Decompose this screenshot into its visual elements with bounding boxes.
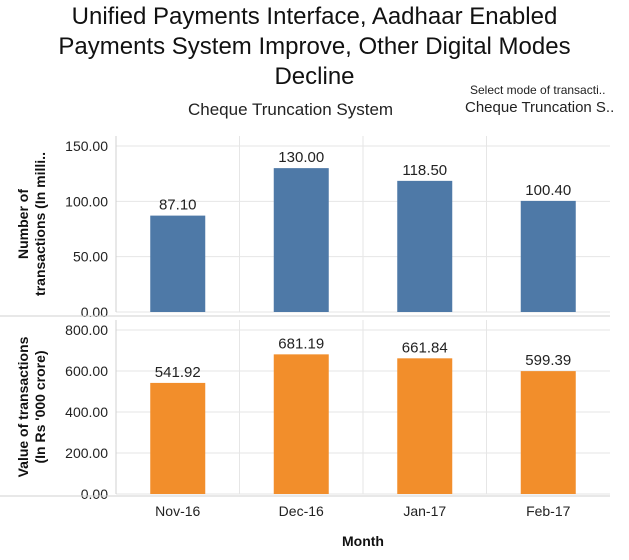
y-axis-title: Value of transactions	[15, 336, 31, 477]
x-tick-label: Jan-17	[403, 503, 446, 519]
title-line-1: Unified Payments Interface, Aadhaar Enab…	[71, 3, 558, 30]
data-label: 130.00	[278, 149, 324, 166]
title-line-2: Payments System Improve, Other Digital M…	[58, 33, 571, 60]
x-axis-title: Month	[342, 533, 384, 549]
y-tick-label: 100.00	[65, 193, 108, 209]
bar-transactions-value	[397, 358, 453, 494]
y-tick-label: 0.00	[81, 486, 108, 502]
transaction-mode-selector-label: Select mode of transacti..	[470, 83, 606, 97]
bar-transactions-count	[397, 180, 453, 312]
y-tick-label: 800.00	[65, 322, 108, 338]
y-tick-label: 150.00	[65, 138, 108, 154]
y-tick-label: 600.00	[65, 363, 108, 379]
chart-subtitle: Cheque Truncation System	[188, 100, 394, 119]
y-tick-label: 200.00	[65, 445, 108, 461]
title-line-3: Decline	[274, 63, 355, 90]
x-tick-label: Nov-16	[155, 503, 200, 519]
chart-title: Unified Payments Interface, Aadhaar Enab…	[0, 2, 629, 92]
data-label: 599.39	[525, 352, 571, 369]
bar-transactions-count	[273, 168, 329, 312]
bar-transactions-count	[520, 200, 576, 312]
data-label: 681.19	[278, 335, 324, 352]
data-label: 118.50	[402, 162, 447, 179]
data-label: 661.84	[402, 339, 448, 356]
y-axis-title: (In Rs '000 crore)	[32, 350, 48, 463]
bar-transactions-value	[150, 382, 206, 494]
data-label: 87.10	[159, 197, 197, 214]
y-tick-label: 400.00	[65, 404, 108, 420]
x-tick-label: Dec-16	[279, 503, 324, 519]
x-tick-label: Feb-17	[526, 503, 571, 519]
bar-transactions-count	[150, 215, 206, 312]
y-axis-title: Number of	[15, 189, 31, 259]
y-tick-label: 0.00	[81, 304, 108, 320]
bar-transactions-value	[520, 371, 576, 494]
data-label: 100.40	[525, 182, 571, 199]
y-axis-title: transactions (In milli..	[32, 152, 48, 296]
transaction-mode-selector[interactable]: Cheque Truncation S..	[465, 99, 615, 116]
data-label: 541.92	[155, 364, 201, 381]
bar-transactions-value	[273, 354, 329, 494]
y-tick-label: 50.00	[73, 249, 108, 265]
